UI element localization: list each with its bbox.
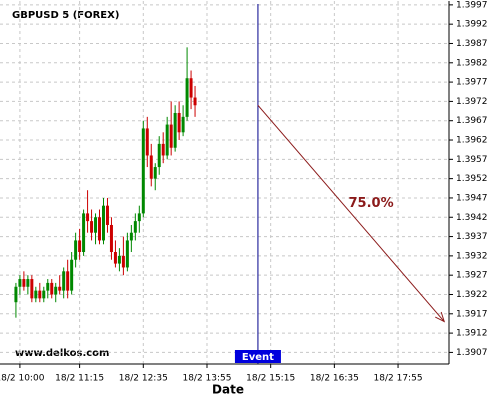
arrow-head bbox=[435, 311, 446, 323]
candle-body bbox=[129, 232, 133, 241]
candle-body bbox=[149, 155, 153, 179]
candle-body bbox=[105, 205, 109, 225]
candle-body bbox=[101, 205, 105, 241]
candle-body bbox=[165, 124, 169, 156]
candle-body bbox=[98, 217, 102, 241]
forecast-label: 75.0% bbox=[349, 196, 394, 211]
candle-body bbox=[38, 290, 42, 299]
candle-body bbox=[74, 240, 78, 260]
candle-body bbox=[141, 128, 145, 214]
y-tick-label: 1.3907 bbox=[456, 348, 488, 358]
candle-body bbox=[177, 112, 181, 133]
x-tick-label: 18/2 17:55 bbox=[374, 374, 423, 384]
candle-body bbox=[185, 78, 189, 117]
candle-body bbox=[62, 271, 66, 291]
candle-body bbox=[90, 221, 94, 233]
y-tick-label: 1.3967 bbox=[456, 116, 488, 126]
candle-body bbox=[173, 112, 177, 148]
candle-body bbox=[137, 213, 141, 222]
y-tick-label: 1.3937 bbox=[456, 232, 488, 242]
y-tick-label: 1.3977 bbox=[456, 78, 488, 88]
x-axis-label: Date bbox=[212, 383, 244, 397]
candle-body bbox=[26, 279, 30, 287]
chart-title: GBPUSD 5 (FOREX) bbox=[12, 10, 119, 21]
candle-body bbox=[70, 259, 74, 291]
y-tick-label: 1.3962 bbox=[456, 136, 488, 146]
y-tick-label: 1.3982 bbox=[456, 58, 488, 68]
candle-body bbox=[14, 286, 18, 303]
candle-body bbox=[193, 97, 197, 106]
y-tick-label: 1.3932 bbox=[456, 251, 488, 261]
candle-body bbox=[54, 286, 58, 295]
candle-body bbox=[145, 128, 149, 156]
y-tick-label: 1.3997 bbox=[456, 0, 488, 10]
candle-body bbox=[46, 282, 50, 291]
candle-body bbox=[82, 213, 86, 253]
x-tick-label: 18/2 16:35 bbox=[310, 374, 359, 384]
y-tick-label: 1.3992 bbox=[456, 20, 488, 30]
candle-body bbox=[157, 143, 161, 168]
x-tick-label: 18/2 12:35 bbox=[119, 374, 168, 384]
y-tick-label: 1.3957 bbox=[456, 155, 488, 165]
candle-body bbox=[58, 286, 62, 291]
candle-body bbox=[181, 116, 185, 133]
x-tick-label: 18/2 13:55 bbox=[182, 374, 231, 384]
x-tick-label: 18/2 15:15 bbox=[246, 374, 295, 384]
event-label-box bbox=[234, 350, 281, 363]
y-tick-label: 1.3912 bbox=[456, 329, 488, 339]
candle-body bbox=[22, 279, 26, 287]
candle-body bbox=[189, 78, 193, 98]
y-tick-label: 1.3927 bbox=[456, 271, 488, 281]
candle-body bbox=[161, 143, 165, 156]
candle-body bbox=[34, 290, 38, 299]
candle-body bbox=[125, 240, 129, 268]
candle-body bbox=[133, 221, 137, 233]
y-tick-label: 1.3987 bbox=[456, 39, 488, 49]
event-label: Event bbox=[242, 352, 274, 363]
candle-body bbox=[50, 282, 54, 295]
candle-body bbox=[169, 124, 173, 148]
forecast-arrow bbox=[257, 104, 445, 322]
candle-body bbox=[94, 217, 98, 233]
y-tick-label: 1.3917 bbox=[456, 309, 488, 319]
watermark: www.delkos.com bbox=[15, 348, 109, 359]
x-tick-label: 18/2 10:00 bbox=[0, 374, 45, 384]
y-tick-label: 1.3952 bbox=[456, 174, 488, 184]
candle-body bbox=[153, 167, 157, 179]
candle-body bbox=[30, 279, 34, 299]
candle-body bbox=[86, 213, 90, 222]
candle-body bbox=[42, 290, 46, 299]
candle-body bbox=[78, 240, 82, 253]
candle-body bbox=[18, 279, 22, 287]
candle-body bbox=[117, 255, 121, 264]
y-tick-label: 1.3922 bbox=[456, 290, 488, 300]
y-tick-label: 1.3947 bbox=[456, 193, 488, 203]
y-tick-label: 1.3972 bbox=[456, 97, 488, 107]
candle-body bbox=[66, 271, 70, 291]
y-tick-label: 1.3942 bbox=[456, 213, 488, 223]
candle-body bbox=[109, 224, 113, 253]
candle-body bbox=[121, 255, 125, 268]
x-tick-label: 18/2 11:15 bbox=[55, 374, 104, 384]
candle-body bbox=[113, 252, 117, 264]
